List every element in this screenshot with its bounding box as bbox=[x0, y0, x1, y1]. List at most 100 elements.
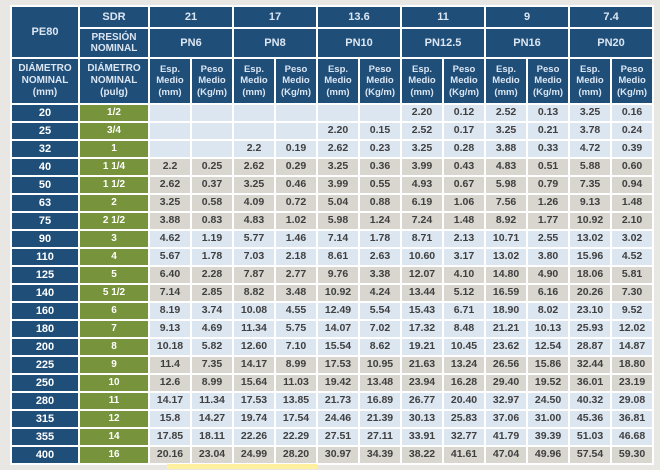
data-cell: 18.90 bbox=[486, 303, 527, 319]
cell-diametro-mm: 75 bbox=[12, 213, 78, 229]
data-cell: 2.77 bbox=[276, 267, 316, 283]
data-cell: 10.92 bbox=[570, 213, 611, 229]
data-cell: 11.4 bbox=[150, 357, 190, 373]
data-cell: 5.98 bbox=[486, 177, 527, 193]
cell-diametro-pulg: 6 bbox=[80, 303, 148, 319]
pn-label: PN12.5 bbox=[402, 29, 485, 57]
data-cell: 21.39 bbox=[360, 411, 401, 427]
cell-diametro-mm: 250 bbox=[12, 375, 78, 391]
data-cell: 3.17 bbox=[444, 249, 485, 265]
data-cell: 14.07 bbox=[318, 321, 358, 337]
data-cell: 2.2 bbox=[150, 159, 190, 175]
data-cell: 1.48 bbox=[612, 195, 653, 211]
data-cell: 20.40 bbox=[444, 393, 485, 409]
data-cell: 0.36 bbox=[360, 159, 401, 175]
data-cell: 0.94 bbox=[612, 177, 653, 193]
data-cell: 1.19 bbox=[192, 231, 232, 247]
data-cell: 8.99 bbox=[192, 375, 232, 391]
data-cell: 14.17 bbox=[150, 393, 190, 409]
data-cell: 7.03 bbox=[234, 249, 274, 265]
data-cell: 0.29 bbox=[276, 159, 316, 175]
data-cell: 10.95 bbox=[360, 357, 401, 373]
cell-diametro-mm: 25 bbox=[12, 123, 78, 139]
data-cell: 0.33 bbox=[528, 141, 569, 157]
esp-medio-header: Esp. Medio (mm) bbox=[402, 59, 443, 103]
data-cell: 19.21 bbox=[402, 339, 443, 355]
data-cell bbox=[234, 105, 274, 121]
peso-medio-header: Peso Medio (Kg/m) bbox=[276, 59, 316, 103]
data-cell: 20.16 bbox=[150, 447, 190, 463]
data-cell bbox=[234, 123, 274, 139]
cell-diametro-mm: 160 bbox=[12, 303, 78, 319]
data-cell: 17.32 bbox=[402, 321, 443, 337]
data-cell: 32.44 bbox=[570, 357, 611, 373]
data-cell: 19.52 bbox=[528, 375, 569, 391]
data-cell: 19.42 bbox=[318, 375, 358, 391]
data-cell: 4.10 bbox=[444, 267, 485, 283]
table-row: 315 12 15.8 14.27 19.74 17.54 24.46 21.39 30.13 2… bbox=[12, 411, 653, 427]
data-cell: 9.13 bbox=[150, 321, 190, 337]
data-cell: 3.74 bbox=[192, 303, 232, 319]
data-cell: 18.06 bbox=[570, 267, 611, 283]
data-cell: 0.15 bbox=[360, 123, 401, 139]
data-cell: 4.93 bbox=[402, 177, 443, 193]
data-cell: 0.19 bbox=[276, 141, 316, 157]
table-row: 90 3 4.62 1.19 5.77 1.46 7.14 1.78 8.71 2.13 10.71… bbox=[12, 231, 653, 247]
data-cell: 0.28 bbox=[444, 141, 485, 157]
cell-diametro-mm: 280 bbox=[12, 393, 78, 409]
data-cell bbox=[150, 123, 190, 139]
data-cell: 15.54 bbox=[318, 339, 358, 355]
data-cell: 5.77 bbox=[234, 231, 274, 247]
data-cell: 59.30 bbox=[612, 447, 653, 463]
data-cell: 8.92 bbox=[486, 213, 527, 229]
data-cell: 9.13 bbox=[570, 195, 611, 211]
data-cell: 5.04 bbox=[318, 195, 358, 211]
data-cell: 8.19 bbox=[150, 303, 190, 319]
data-cell: 5.81 bbox=[612, 267, 653, 283]
data-cell: 12.49 bbox=[318, 303, 358, 319]
bottom-highlight-strip bbox=[167, 464, 317, 469]
data-cell: 11.34 bbox=[234, 321, 274, 337]
data-cell: 3.80 bbox=[528, 249, 569, 265]
data-cell: 0.79 bbox=[528, 177, 569, 193]
data-cell: 8.71 bbox=[402, 231, 443, 247]
data-cell: 12.02 bbox=[612, 321, 653, 337]
data-cell bbox=[192, 123, 232, 139]
data-cell: 23.62 bbox=[486, 339, 527, 355]
cell-diametro-mm: 140 bbox=[12, 285, 78, 301]
data-cell: 31.00 bbox=[528, 411, 569, 427]
data-cell: 5.12 bbox=[444, 285, 485, 301]
data-cell: 29.08 bbox=[612, 393, 653, 409]
table-row: 40 1 1/4 2.2 0.25 2.62 0.29 3.25 0.36 3.99 0.43 4.… bbox=[12, 159, 653, 175]
sdr-label: SDR bbox=[80, 7, 148, 27]
data-cell: 57.54 bbox=[570, 447, 611, 463]
data-cell: 7.35 bbox=[192, 357, 232, 373]
pn-label: PN8 bbox=[234, 29, 316, 57]
table-row: 250 10 12.6 8.99 15.64 11.03 19.42 13.48 23.94 16… bbox=[12, 375, 653, 391]
cell-diametro-mm: 50 bbox=[12, 177, 78, 193]
data-cell: 19.74 bbox=[234, 411, 274, 427]
data-cell: 10.45 bbox=[444, 339, 485, 355]
data-cell: 2.62 bbox=[234, 159, 274, 175]
data-cell: 24.99 bbox=[234, 447, 274, 463]
data-cell: 8.48 bbox=[444, 321, 485, 337]
data-cell: 2.10 bbox=[612, 213, 653, 229]
cell-diametro-mm: 20 bbox=[12, 105, 78, 121]
data-cell: 17.53 bbox=[234, 393, 274, 409]
peso-medio-header: Peso Medio (Kg/m) bbox=[444, 59, 485, 103]
cell-diametro-pulg: 12 bbox=[80, 411, 148, 427]
data-cell: 16.59 bbox=[486, 285, 527, 301]
table-row: 75 2 1/2 3.88 0.83 4.83 1.02 5.98 1.24 7.24 1.48 8… bbox=[12, 213, 653, 229]
cell-diametro-mm: 40 bbox=[12, 159, 78, 175]
data-cell: 9.52 bbox=[612, 303, 653, 319]
data-cell: 37.06 bbox=[486, 411, 527, 427]
esp-medio-header: Esp. Medio (mm) bbox=[234, 59, 274, 103]
cell-diametro-pulg: 1 bbox=[80, 141, 148, 157]
data-cell bbox=[276, 105, 316, 121]
data-cell: 1.02 bbox=[276, 213, 316, 229]
data-cell: 10.60 bbox=[402, 249, 443, 265]
data-cell bbox=[150, 105, 190, 121]
table-row: 125 5 6.40 2.28 7.87 2.77 9.76 3.38 12.07 4.10 14.… bbox=[12, 267, 653, 283]
cell-diametro-mm: 110 bbox=[12, 249, 78, 265]
data-cell: 2.62 bbox=[318, 141, 358, 157]
